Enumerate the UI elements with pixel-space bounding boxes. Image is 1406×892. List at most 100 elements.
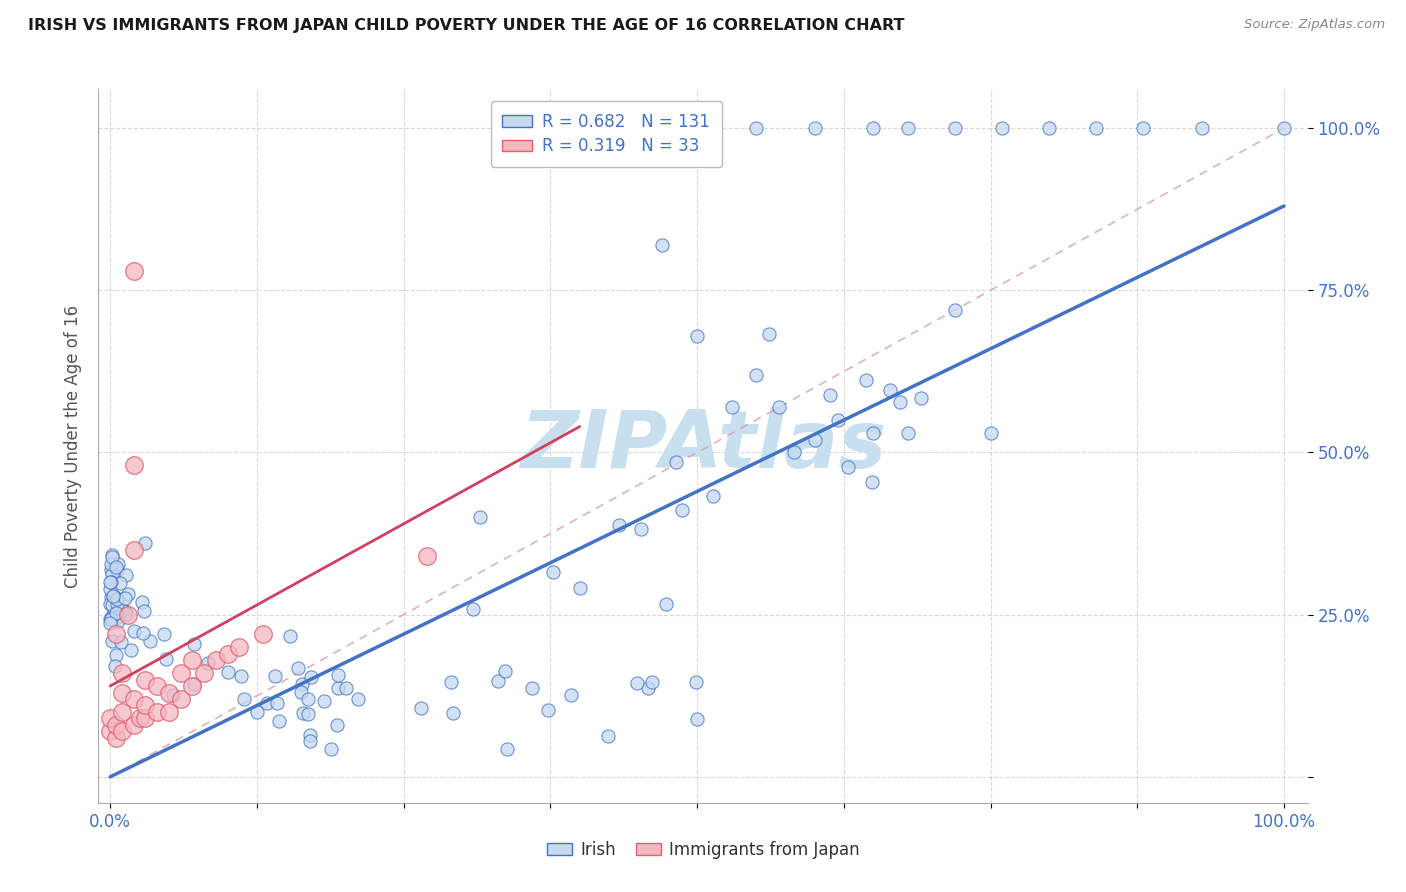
Point [169,692,191,706]
Point [745,368,768,382]
Point [520,681,543,695]
Point [266,696,288,710]
Point [146,705,169,719]
Point [326,718,349,732]
Point [131,595,153,609]
Point [889,395,911,409]
Point [107,610,129,624]
Point [441,706,464,720]
Point [183,637,205,651]
Point [945,302,967,317]
Point [181,679,204,693]
Point [543,565,565,579]
Point [101,590,124,604]
Point [157,705,180,719]
Point [101,608,124,623]
Point [100,557,122,571]
Point [1085,121,1108,136]
Legend: Irish, Immigrants from Japan: Irish, Immigrants from Japan [540,835,866,866]
Point [122,624,145,638]
Point [111,685,134,699]
Point [105,718,128,732]
Point [108,602,131,616]
Point [98,597,121,611]
Point [103,589,125,603]
Point [803,433,825,447]
Point [287,661,309,675]
Point [134,673,156,687]
Point [114,591,136,605]
Point [100,612,122,626]
Point [299,728,322,742]
Point [416,549,439,564]
Point [169,666,191,681]
Point [122,264,145,278]
Point [162,688,184,702]
Point [111,603,134,617]
Point [110,634,132,648]
Point [98,582,121,597]
Point [470,509,492,524]
Point [105,627,128,641]
Point [803,121,825,136]
Point [326,681,349,695]
Point [267,714,290,729]
Point [197,657,219,671]
Point [569,581,592,595]
Point [685,675,707,690]
Point [105,731,128,745]
Point [134,536,156,550]
Point [104,591,127,605]
Point [111,724,134,739]
Point [910,391,932,405]
Y-axis label: Child Poverty Under the Age of 16: Child Poverty Under the Age of 16 [63,304,82,588]
Point [745,121,768,136]
Point [879,384,901,398]
Point [101,549,124,564]
Point [278,629,301,643]
Point [290,684,312,698]
Point [134,698,156,713]
Point [630,522,652,536]
Point [783,445,806,459]
Point [991,121,1014,136]
Point [461,602,484,616]
Point [122,458,145,473]
Point [100,611,122,625]
Point [193,666,215,681]
Point [183,677,205,691]
Point [702,489,724,503]
Point [312,694,335,708]
Point [655,598,678,612]
Point [114,604,136,618]
Point [256,696,278,710]
Point [827,413,849,427]
Text: Source: ZipAtlas.com: Source: ZipAtlas.com [1244,18,1385,31]
Point [122,692,145,706]
Point [721,400,744,414]
Point [637,681,659,695]
Point [980,425,1002,440]
Point [686,712,709,726]
Point [897,425,920,440]
Point [897,121,920,136]
Point [98,724,121,739]
Point [495,665,517,679]
Point [105,597,128,611]
Point [100,563,122,577]
Point [1191,121,1213,136]
Point [100,590,122,604]
Point [132,604,155,618]
Point [232,691,254,706]
Point [486,674,509,689]
Point [1272,121,1295,136]
Point [671,503,693,517]
Point [128,711,150,725]
Point [1132,121,1154,136]
Point [1038,121,1060,136]
Point [134,711,156,725]
Point [139,633,162,648]
Point [640,675,662,690]
Point [101,598,124,612]
Point [252,627,274,641]
